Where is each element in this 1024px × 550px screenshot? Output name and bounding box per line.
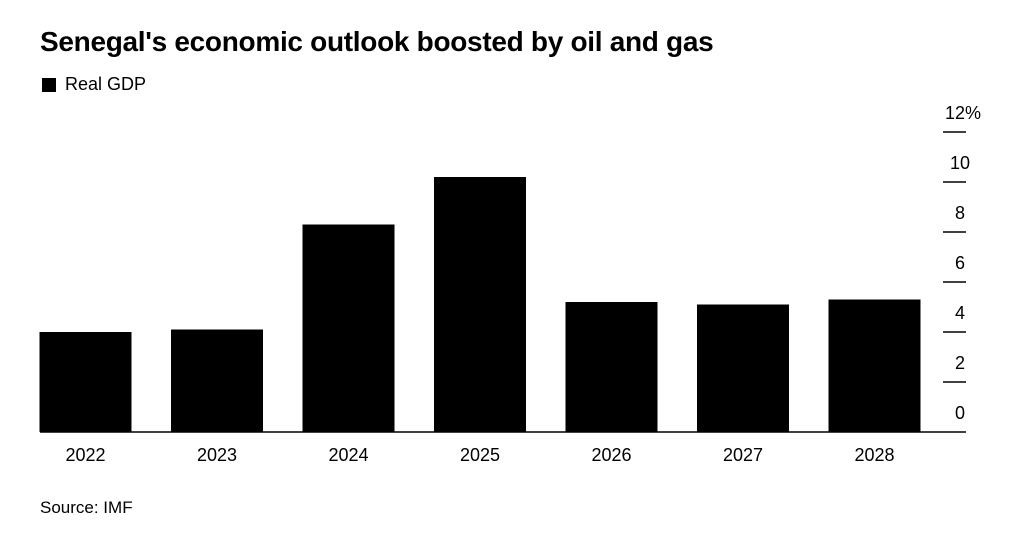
- legend-label-real-gdp: Real GDP: [65, 74, 147, 94]
- x-tick-label-2025: 2025: [460, 445, 500, 465]
- legend-swatch-real-gdp: [42, 77, 56, 92]
- chart-title: Senegal's economic outlook boosted by oi…: [40, 26, 714, 57]
- y-tick-label-2: 2: [955, 353, 965, 373]
- bar-2025: [434, 177, 526, 432]
- y-tick-label-4: 4: [955, 303, 965, 323]
- bar-2027: [697, 304, 789, 432]
- y-tick-label-12pct: 12%: [945, 103, 981, 123]
- x-tick-label-2028: 2028: [854, 445, 894, 465]
- bar-2023: [171, 329, 263, 432]
- x-tick-label-2023: 2023: [197, 445, 237, 465]
- source-note: Source: IMF: [40, 498, 133, 517]
- bar-2028: [828, 299, 921, 432]
- x-tick-label-2024: 2024: [328, 445, 368, 465]
- y-tick-label-6: 6: [955, 253, 965, 273]
- x-tick-label-2022: 2022: [65, 445, 105, 465]
- bar-2024: [302, 224, 395, 432]
- bar-2026: [565, 302, 658, 432]
- x-tick-label-2026: 2026: [591, 445, 631, 465]
- y-tick-label-10: 10: [950, 153, 970, 173]
- x-tick-label-2027: 2027: [723, 445, 763, 465]
- bar-2022: [39, 332, 132, 432]
- y-tick-label-8: 8: [955, 203, 965, 223]
- y-tick-label-0: 0: [955, 403, 965, 423]
- legend: Real GDP: [42, 74, 146, 95]
